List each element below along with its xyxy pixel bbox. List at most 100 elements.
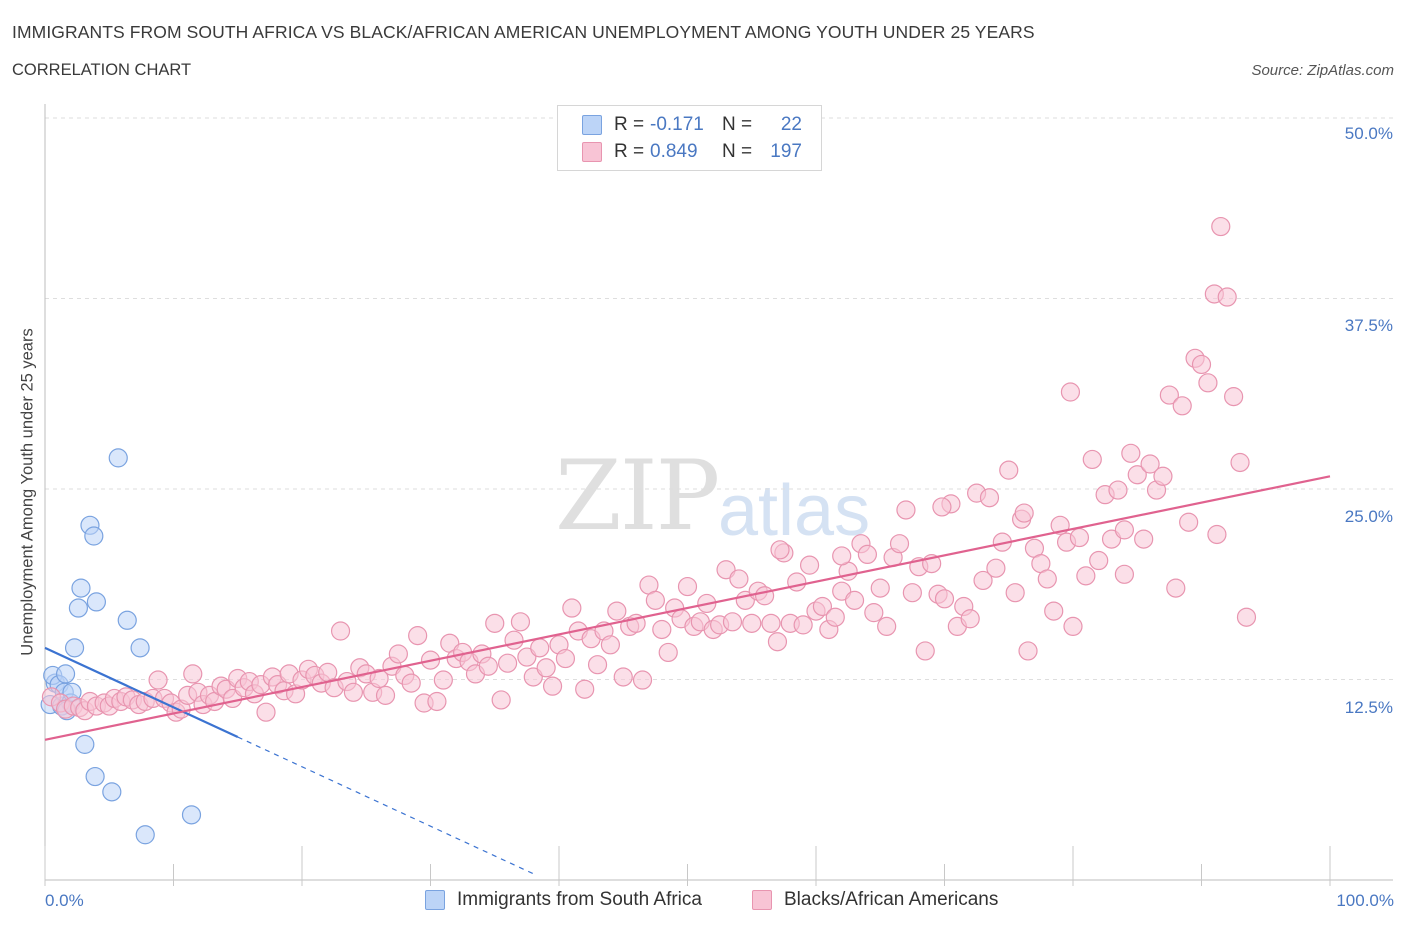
series-legend: Immigrants from South Africa Blacks/Afri… [0, 889, 1406, 915]
point-south-africa [130, 638, 150, 658]
x-tick-label: 100.0% [1336, 891, 1394, 910]
point-south-africa [108, 448, 128, 468]
point-black-african-american [600, 635, 621, 655]
chart-title: IMMIGRANTS FROM SOUTH AFRICA VS BLACK/AF… [12, 22, 1035, 42]
y-tick-label: 25.0% [1344, 507, 1393, 526]
point-black-african-american [915, 641, 935, 661]
point-black-african-american [812, 596, 833, 617]
point-black-african-american [1005, 583, 1025, 603]
point-black-african-american [761, 613, 781, 633]
point-black-african-american [1114, 564, 1135, 584]
point-black-african-american [491, 690, 511, 710]
trendline-south-africa [44, 646, 239, 739]
point-black-african-american [388, 644, 408, 664]
point-black-african-american [902, 583, 922, 603]
point-black-african-american [1230, 452, 1250, 473]
point-black-african-american [375, 685, 396, 705]
stats-legend: R = -0.171 N = 22 R = 0.849 N = 197 [557, 105, 822, 171]
point-black-african-american [1236, 607, 1257, 627]
y-tick-label: 37.5% [1344, 316, 1393, 335]
point-south-africa [71, 578, 91, 598]
point-south-africa [75, 734, 95, 754]
point-black-african-american [510, 612, 531, 632]
point-black-african-american [825, 607, 845, 627]
point-black-african-american [632, 670, 653, 690]
legend-n-label: N = [722, 141, 753, 162]
point-black-african-american [787, 572, 807, 592]
point-black-african-american [1159, 385, 1179, 405]
legend-swatch-pink [752, 890, 772, 910]
point-south-africa [117, 610, 137, 630]
legend-n-label: N = [722, 114, 753, 135]
point-black-african-american [148, 670, 168, 690]
point-black-african-american [478, 656, 498, 676]
point-south-africa [68, 598, 89, 618]
point-south-africa [135, 825, 155, 845]
watermark-zip: ZIP [555, 440, 720, 552]
point-black-african-american [1044, 601, 1064, 621]
point-black-african-american [555, 648, 576, 669]
point-black-african-american [587, 655, 608, 675]
point-black-african-american [1082, 449, 1102, 470]
point-black-african-american [1198, 373, 1218, 393]
point-black-african-american [1207, 524, 1227, 545]
legend-item-south-africa[interactable]: Immigrants from South Africa [425, 889, 702, 911]
y-tick-label: 50.0% [1344, 124, 1393, 143]
legend-row-black-african-american: R = 0.849 N = 197 [582, 139, 802, 165]
legend-r-label: R = [614, 114, 645, 135]
point-black-african-american [793, 615, 813, 635]
trendline-south-africa-extension [237, 736, 534, 875]
legend-n-value: 22 [780, 114, 802, 135]
point-black-african-american [1153, 466, 1173, 486]
legend-item-label: Immigrants from South Africa [457, 889, 702, 910]
legend-n-value: 197 [770, 141, 802, 162]
point-black-african-american [369, 668, 389, 689]
chart-subtitle: CORRELATION CHART [12, 61, 192, 79]
point-black-african-american [652, 619, 672, 640]
point-black-african-american [973, 570, 993, 591]
point-south-africa [85, 766, 105, 787]
point-black-african-american [1063, 616, 1083, 637]
point-black-african-american [433, 670, 453, 690]
point-black-african-american [877, 616, 897, 637]
point-south-africa [86, 592, 107, 612]
point-black-african-american [575, 679, 595, 699]
point-black-african-american [1211, 216, 1231, 237]
point-black-african-american [857, 544, 878, 565]
point-black-african-american [934, 589, 955, 609]
point-south-africa [84, 526, 104, 546]
point-black-african-american [183, 664, 203, 684]
point-black-african-american [256, 702, 276, 722]
point-black-african-american [530, 638, 550, 658]
point-south-africa [181, 805, 202, 825]
point-black-african-american [742, 613, 762, 633]
point-black-african-american [1224, 387, 1244, 407]
point-black-african-american [1069, 527, 1090, 548]
point-black-african-american [1134, 529, 1154, 549]
point-black-african-american [401, 673, 421, 693]
point-black-african-american [427, 691, 447, 712]
point-black-african-american [607, 601, 627, 621]
legend-swatch-pink [582, 142, 602, 162]
point-black-african-american [1018, 641, 1038, 661]
point-black-african-american [562, 598, 582, 618]
legend-item-black-african-american[interactable]: Blacks/African Americans [752, 889, 998, 911]
point-black-african-american [932, 497, 952, 517]
point-black-african-american [770, 540, 790, 560]
x-tick-label: 0.0% [45, 891, 84, 910]
point-black-african-american [986, 558, 1006, 578]
point-south-africa [64, 638, 85, 658]
point-black-african-american [870, 578, 890, 598]
point-black-african-american [498, 653, 518, 673]
point-black-african-american [1179, 512, 1199, 532]
point-black-african-american [1037, 569, 1057, 589]
point-black-african-american [330, 621, 351, 641]
point-black-african-american [485, 613, 505, 633]
point-black-african-american [343, 682, 363, 702]
point-black-african-american [999, 460, 1019, 480]
point-black-african-american [677, 576, 698, 597]
point-black-african-american [504, 630, 524, 650]
point-black-african-american [889, 534, 910, 554]
point-black-african-american [844, 590, 865, 610]
point-south-africa [102, 782, 122, 802]
